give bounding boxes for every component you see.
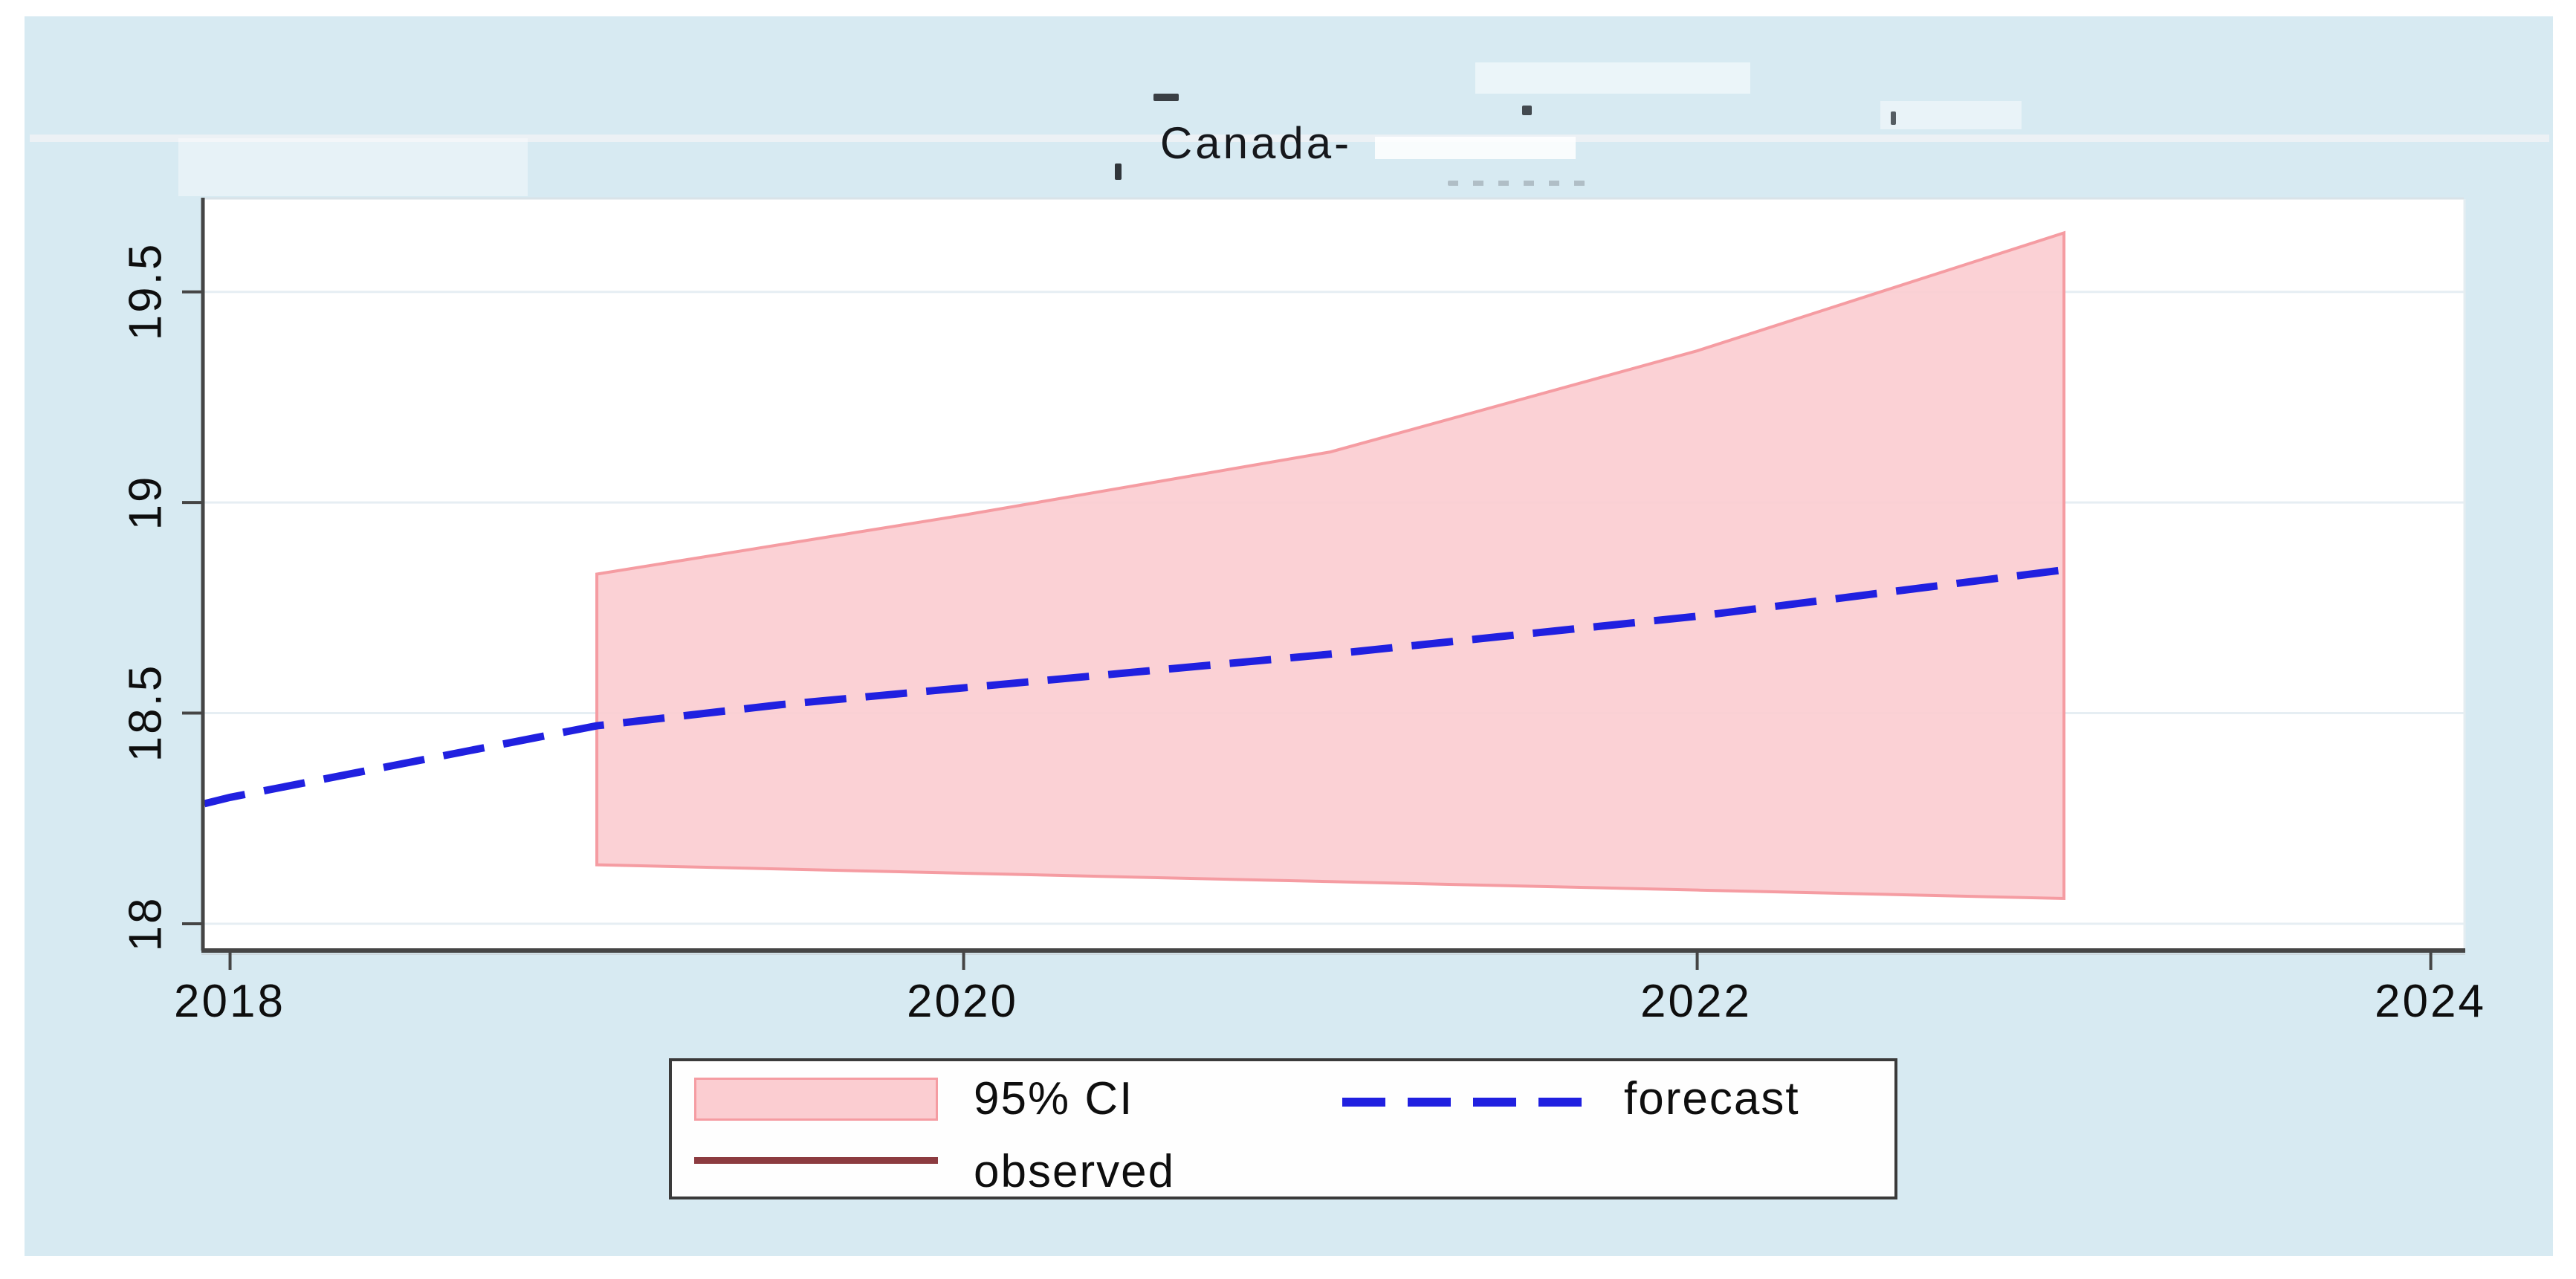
legend-forecast-label: forecast (1624, 1073, 1800, 1124)
legend-inner: 95% CI forecast observed (672, 1061, 1894, 1197)
legend-ci-label: 95% CI (974, 1073, 1134, 1124)
x-tick-label-2020: 2020 (907, 976, 1018, 1027)
y-tick-label-18-5: 18.5 (120, 663, 172, 762)
artifact-smudge (178, 138, 528, 196)
legend-observed-label: observed (974, 1146, 1176, 1197)
legend-box: 95% CI forecast observed (669, 1058, 1897, 1199)
artifact-smudge (1880, 101, 2022, 129)
forecast-line (203, 566, 2065, 808)
chart-title: Canada- (1159, 118, 1353, 168)
y-tick-label-19: 19 (120, 474, 172, 531)
artifact-speck (1153, 94, 1179, 101)
artifact-speck (1891, 111, 1896, 125)
artifact-smudge (1375, 137, 1576, 159)
y-tick-label-18: 18 (120, 896, 172, 952)
artifact-speck (1448, 181, 1585, 186)
legend-observed-line (694, 1157, 938, 1164)
x-tick-label-2018: 2018 (174, 976, 285, 1027)
legend-ci-swatch (694, 1078, 938, 1121)
y-tick-label-19-5: 19.5 (120, 242, 172, 341)
x-tick-label-2022: 2022 (1640, 976, 1752, 1027)
artifact-smudge (1475, 62, 1750, 94)
x-tick-label-2024: 2024 (2375, 976, 2486, 1027)
artifact-erased-band (30, 135, 2549, 142)
legend-forecast-dash (1342, 1098, 1588, 1107)
ci-band-area (595, 230, 2066, 901)
artifact-speck (1115, 163, 1122, 180)
artifact-speck (1522, 106, 1532, 115)
